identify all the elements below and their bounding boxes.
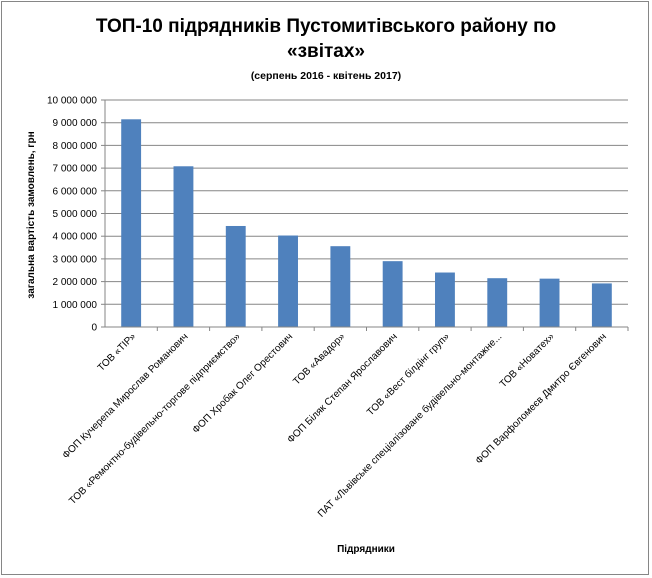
bar [225, 225, 246, 327]
bar [121, 119, 142, 327]
bar [539, 278, 560, 327]
bars [121, 119, 612, 327]
y-tick-label: 3 000 000 [53, 254, 98, 265]
x-tick-label: ТОВ «Новатех» [498, 331, 557, 390]
y-tick-labels: 0 1 000 000 2 000 000 3 000 000 4 000 000 5 0… [47, 96, 98, 334]
x-axis-title: Підрядники [337, 544, 395, 555]
y-tick-label: 6 000 000 [53, 186, 98, 197]
chart-title-line-2: «звітах» [287, 41, 365, 62]
y-tick-label: 4 000 000 [53, 232, 98, 243]
x-tick-label: ТОВ «Авадор» [291, 331, 347, 387]
x-tick-labels: ТОВ «ТІР»ФОП Кучерепа Мирослав Романович… [61, 327, 629, 520]
y-tick-label: 10 000 000 [47, 96, 97, 107]
y-tick-label: 0 [91, 323, 97, 334]
bar [330, 246, 351, 327]
bar [435, 272, 455, 327]
x-tick-label: ТОВ «Вест білдінг груп» [364, 330, 452, 418]
x-tick-label: ТОВ «Ремонтно-будівельно-торгове підприє… [67, 330, 244, 507]
bar [591, 283, 612, 327]
chart-title: ТОП-10 підрядників Пустомитівського райо… [0, 14, 652, 64]
y-tick-label: 2 000 000 [53, 277, 98, 288]
y-axis-title: загальна вартість замовлень, грн [26, 131, 37, 298]
y-tick-label: 9 000 000 [53, 118, 98, 129]
bar [173, 166, 194, 327]
bar [382, 261, 403, 327]
y-tick-label: 8 000 000 [53, 141, 98, 152]
x-tick-label: ТОВ «ТІР» [96, 331, 139, 374]
chart-title-line-1: ТОП-10 підрядників Пустомитівського райо… [95, 16, 557, 37]
y-tick-label: 7 000 000 [53, 164, 98, 175]
x-tick-label: ПАТ «Львівське спеціалізоване будівельно… [315, 331, 504, 520]
y-tick-label: 1 000 000 [53, 300, 98, 311]
y-tick-label: 5 000 000 [53, 209, 98, 220]
x-tick-label: ФОП Хробак Олег Орестович [190, 331, 295, 436]
bar [487, 278, 508, 327]
chart-subtitle: (серпень 2016 - квітень 2017) [250, 70, 402, 82]
x-tick-label: ФОП Біляк Степан Ярославович [285, 331, 399, 445]
bar [278, 235, 298, 327]
